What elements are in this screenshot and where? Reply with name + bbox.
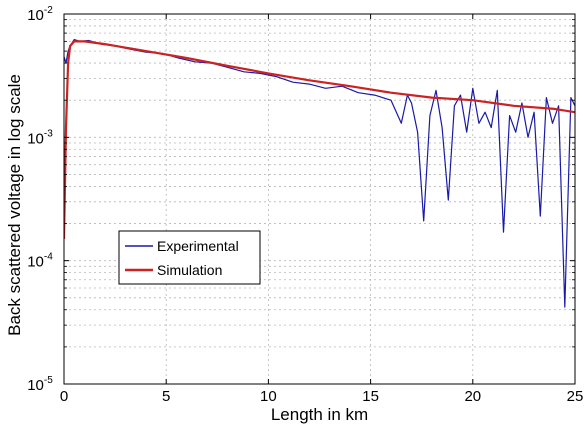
series-line-simulation <box>64 40 575 239</box>
x-axis-label: Length in km <box>271 405 368 424</box>
x-tick-label: 15 <box>362 388 379 405</box>
series-layer <box>64 38 575 308</box>
y-tick-label: 10-5 <box>27 375 53 394</box>
y-tick-label: 10-4 <box>27 252 53 271</box>
legend-box <box>118 230 261 285</box>
grid <box>64 14 575 384</box>
x-tick-label: 5 <box>162 388 170 405</box>
legend-label-experimental: Experimental <box>157 238 239 254</box>
plot-area-frame <box>63 13 576 385</box>
y-tick-label: 10-3 <box>27 128 53 147</box>
legend: Experimental Simulation <box>118 230 261 285</box>
x-tick-label: 20 <box>464 388 481 405</box>
x-tick-label: 0 <box>60 388 68 405</box>
x-tick-label: 25 <box>567 388 584 405</box>
y-tick-label: 10-2 <box>27 5 53 24</box>
axis-ticks: 0 5 10 15 20 25 10-5 10-4 10-3 10-2 <box>27 5 583 405</box>
y-axis-label: Back scattered voltage in log scale <box>5 74 24 336</box>
x-tick-label: 10 <box>260 388 277 405</box>
legend-label-simulation: Simulation <box>157 262 222 278</box>
